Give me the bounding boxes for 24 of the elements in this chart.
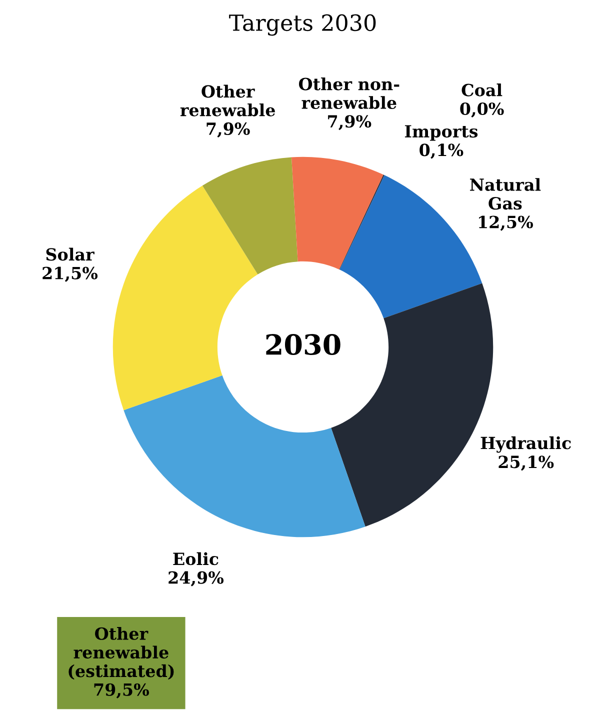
slice-label: Other non- renewable [298,77,400,110]
data-label: 7,9% [206,122,250,138]
slice-label: Solar [46,248,94,261]
data-label: 0,1% [420,144,464,159]
slice-label: Imports [404,125,478,141]
data-label: 7,9% [328,115,372,130]
donut-slice [202,157,298,274]
category-label: Coal [462,83,502,96]
donut-slice [124,375,366,538]
text: 0,0% [460,102,504,118]
donut-slice [112,186,258,410]
donut-slice [291,156,384,270]
slice-label: Other renewable [180,84,276,116]
donut-slice [339,174,384,270]
slice-label: Eolic [173,552,218,566]
chart-title: Targets 2030 [229,14,376,36]
data-label: 21,5% [42,266,98,282]
slice-label: Natural Gas [470,178,541,210]
data-label: 12,5% [479,216,533,231]
text: 2030 [266,334,340,356]
data-label: 25,1% [498,456,554,471]
slice-label: Hydraulic [480,436,571,453]
text: Other renewable (estimated) 79,5% [68,627,174,698]
data-label: 24,9% [168,571,224,586]
